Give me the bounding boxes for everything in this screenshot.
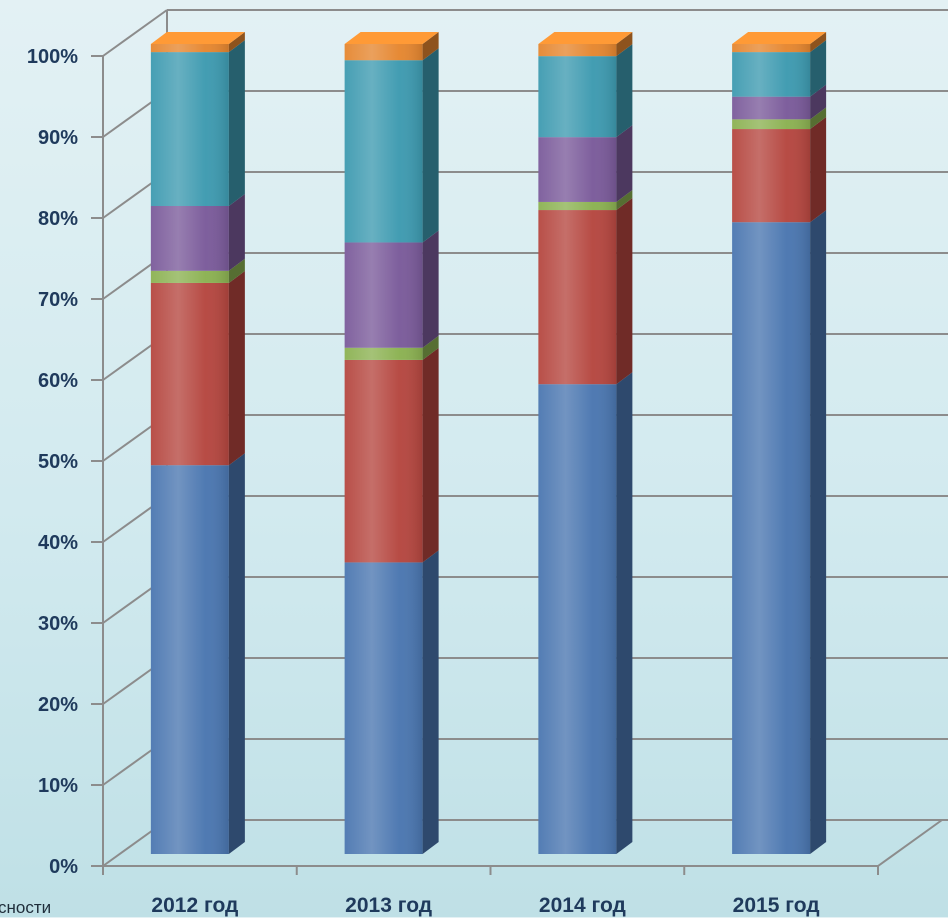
y-tick-label: 30% bbox=[38, 613, 78, 635]
bar-segment bbox=[732, 32, 827, 53]
bar-segment-side bbox=[228, 40, 245, 206]
bar-segment bbox=[732, 107, 827, 130]
bar-segment bbox=[538, 32, 633, 57]
bar-top-cap bbox=[538, 32, 633, 44]
bar-segment-shine bbox=[344, 242, 423, 348]
cropped-legend-text: сности bbox=[0, 898, 52, 917]
bar-segment bbox=[344, 230, 439, 348]
bar-top-cap bbox=[732, 32, 827, 44]
bar-segment-shine bbox=[538, 384, 617, 854]
bar-segment bbox=[732, 210, 827, 854]
bar-segment bbox=[538, 372, 633, 854]
y-tick-label: 10% bbox=[38, 775, 78, 797]
bar-segment-shine bbox=[732, 96, 811, 120]
x-category-label: 2015 год bbox=[733, 894, 820, 917]
bar-segment-shine bbox=[344, 44, 423, 61]
bar-segment-side bbox=[616, 372, 633, 854]
bar-segment-side bbox=[422, 230, 439, 348]
labels-layer: 0% 10% 20% 30% 40% 50% 60% 70% 80% 90% 100% 2012 го… bbox=[27, 46, 820, 917]
bar-segment-side bbox=[810, 84, 827, 120]
bar-segment bbox=[732, 84, 827, 120]
bar-segment-shine bbox=[344, 359, 423, 563]
bar-segment-side bbox=[422, 347, 439, 563]
bar-segment bbox=[732, 40, 827, 97]
x-category-label: 2012 год bbox=[151, 894, 238, 917]
bar-segment-side bbox=[810, 107, 827, 130]
bar-segment bbox=[538, 125, 633, 202]
bar-segment bbox=[150, 32, 245, 53]
bar-segment-shine bbox=[344, 562, 423, 854]
bar-segment-shine bbox=[538, 201, 617, 211]
bar-segment bbox=[344, 32, 439, 61]
x-category-label: 2014 год bbox=[539, 894, 626, 917]
bar-top-cap bbox=[150, 32, 245, 44]
bar-segment bbox=[150, 453, 245, 854]
bar-segment-side bbox=[810, 40, 827, 97]
bar-segment-side bbox=[228, 270, 245, 466]
bar-segment bbox=[150, 270, 245, 466]
bar-segment-shine bbox=[344, 60, 423, 243]
bar-segment bbox=[538, 44, 633, 138]
bar-segment-shine bbox=[344, 347, 423, 360]
bar-segment-side bbox=[422, 550, 439, 854]
gridline-diagonal bbox=[102, 9, 168, 57]
bar-segment-shine bbox=[538, 44, 617, 57]
bar-segment bbox=[732, 117, 827, 223]
bar-segment-side bbox=[616, 125, 633, 202]
bar-segment-side bbox=[616, 32, 633, 57]
bar-segment bbox=[150, 194, 245, 271]
bar-segment-shine bbox=[732, 129, 811, 223]
y-tick-label: 50% bbox=[38, 451, 78, 473]
bar-segment-shine bbox=[732, 44, 811, 53]
bar-segment-shine bbox=[150, 282, 229, 466]
bar-segment-side bbox=[616, 44, 633, 138]
bar-segment-side bbox=[422, 48, 439, 243]
bar-segment-side bbox=[422, 32, 439, 61]
y-tick-label: 90% bbox=[38, 127, 78, 149]
y-tick-label: 60% bbox=[38, 370, 78, 392]
y-tick-label: 20% bbox=[38, 694, 78, 716]
bar-segment-shine bbox=[538, 137, 617, 202]
bar-segment-side bbox=[810, 117, 827, 223]
y-tick-label: 80% bbox=[38, 208, 78, 230]
bar-segment-shine bbox=[538, 210, 617, 385]
bar-segment-side bbox=[228, 453, 245, 854]
bar-segment-shine bbox=[150, 270, 229, 283]
bar-top-cap bbox=[344, 32, 439, 44]
bar-segment-side bbox=[616, 198, 633, 385]
bar-segment-shine bbox=[150, 465, 229, 854]
x-category-label: 2013 год bbox=[345, 894, 432, 917]
bar-segment bbox=[344, 335, 439, 360]
axis-layer bbox=[91, 55, 943, 875]
bar-segment-side bbox=[228, 194, 245, 271]
bar-segment-side bbox=[228, 258, 245, 283]
bar-segment bbox=[344, 550, 439, 854]
bars-layer bbox=[150, 32, 827, 854]
bar-segment-side bbox=[228, 32, 245, 53]
y-tick-label: 100% bbox=[27, 46, 78, 68]
bar-segment-side bbox=[616, 189, 633, 211]
bar-segment-side bbox=[422, 335, 439, 360]
bar-segment bbox=[344, 48, 439, 243]
y-tick-label: 40% bbox=[38, 532, 78, 554]
y-tick-label: 70% bbox=[38, 289, 78, 311]
bar-segment bbox=[538, 189, 633, 211]
bar-segment bbox=[150, 40, 245, 206]
bar-segment-side bbox=[810, 210, 827, 854]
y-tick-label: 0% bbox=[49, 856, 78, 878]
bar-segment-shine bbox=[150, 52, 229, 206]
bar-segment-shine bbox=[150, 206, 229, 271]
bar-segment-shine bbox=[150, 44, 229, 53]
bar-segment-shine bbox=[732, 119, 811, 130]
bar-segment bbox=[538, 198, 633, 385]
bar-segment bbox=[150, 258, 245, 283]
bar-segment-shine bbox=[732, 222, 811, 854]
bar-segment bbox=[344, 347, 439, 563]
bar-segment-shine bbox=[538, 56, 617, 138]
bar-segment-shine bbox=[732, 52, 811, 97]
bar-segment-side bbox=[810, 32, 827, 53]
